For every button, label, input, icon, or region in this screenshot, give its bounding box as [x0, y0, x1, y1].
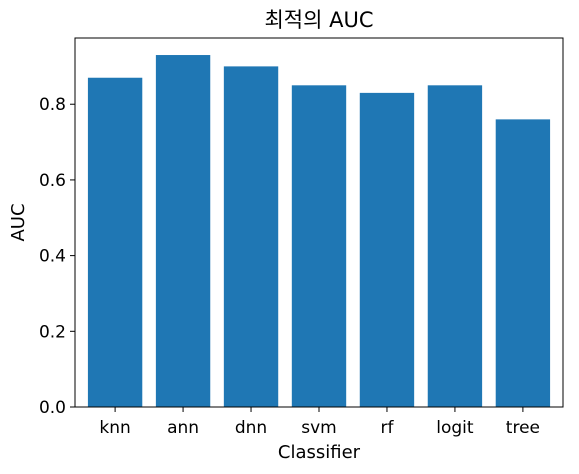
- y-tick-label: 0.2: [39, 322, 66, 342]
- x-tick-label-dnn: dnn: [235, 418, 267, 438]
- y-axis: 0.0 0.2 0.4 0.6 0.8: [39, 95, 75, 418]
- bar-rf: [359, 92, 415, 407]
- x-tick-label-tree: tree: [506, 418, 540, 438]
- x-tick-label-svm: svm: [301, 418, 336, 438]
- y-tick-label: 0.6: [39, 171, 66, 191]
- bar-svm: [291, 85, 347, 408]
- y-axis-label: AUC: [8, 203, 29, 241]
- bar-dnn: [223, 66, 279, 407]
- y-tick-label: 0.4: [39, 247, 66, 267]
- y-tick-label: 0.8: [39, 95, 66, 115]
- x-axis: knn ann dnn svm rf logit tree: [99, 407, 540, 438]
- plot-area: [74, 37, 564, 408]
- chart-title: 최적의 AUC: [264, 8, 373, 32]
- x-tick-label-logit: logit: [436, 418, 474, 438]
- bar-knn: [87, 77, 143, 407]
- bar-logit: [427, 85, 483, 408]
- x-tick-label-knn: knn: [99, 418, 130, 438]
- x-axis-label: Classifier: [278, 442, 361, 463]
- y-tick-label: 0.0: [39, 398, 66, 418]
- bar-ann: [155, 55, 211, 408]
- x-tick-label-ann: ann: [167, 418, 199, 438]
- x-tick-label-rf: rf: [380, 418, 394, 438]
- bars: [87, 55, 551, 408]
- bar-tree: [495, 119, 551, 407]
